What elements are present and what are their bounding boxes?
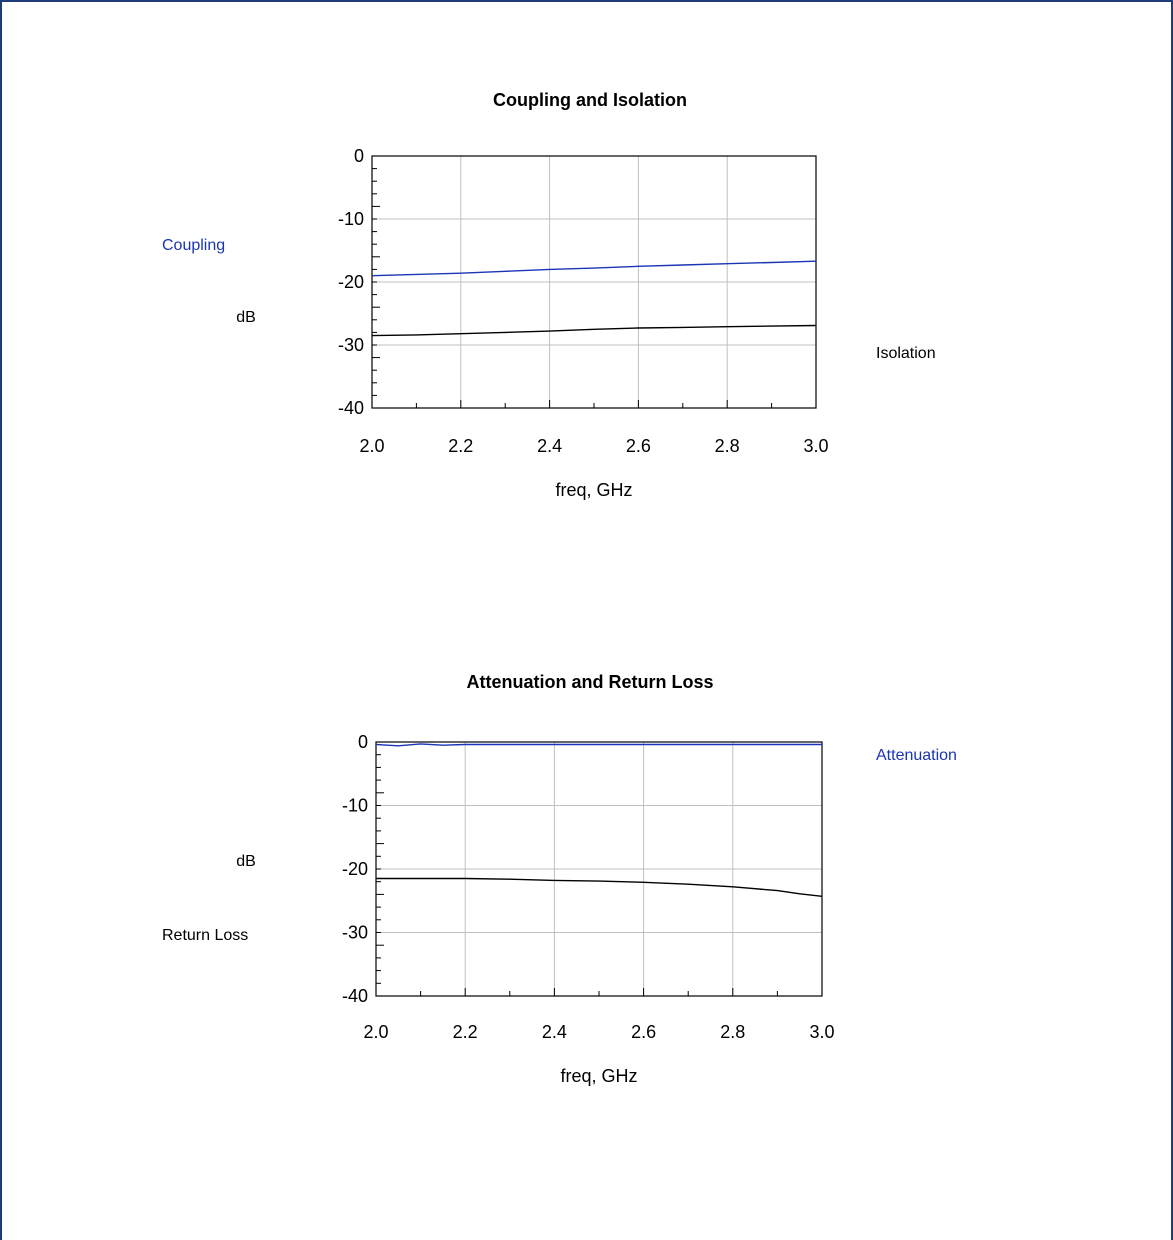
x-tick-label: 2.8 <box>715 436 740 456</box>
x-tick-label: 2.4 <box>537 436 562 456</box>
x-axis-label: freq, GHz <box>560 1066 637 1086</box>
x-tick-label: 2.0 <box>359 436 384 456</box>
x-tick-label: 3.0 <box>809 1022 834 1042</box>
chart-title: Attenuation and Return Loss <box>467 672 714 692</box>
series-label-1: Return Loss <box>162 927 248 944</box>
y-tick-label: 0 <box>358 732 368 752</box>
x-axis-label: freq, GHz <box>555 480 632 500</box>
y-tick-label: -10 <box>342 796 368 816</box>
y-tick-label: 0 <box>354 146 364 166</box>
series-line-0 <box>371 260 817 277</box>
series-line-0 <box>375 743 822 747</box>
series-label-0: Coupling <box>162 237 225 254</box>
y-tick-label: -40 <box>338 398 364 418</box>
y-tick-label: -20 <box>342 859 368 879</box>
series-line-1 <box>371 324 817 337</box>
series-label-0: Attenuation <box>876 747 957 764</box>
series-label-1: Isolation <box>876 345 936 362</box>
y-tick-label: -30 <box>338 335 364 355</box>
y-tick-label: -20 <box>338 272 364 292</box>
x-tick-label: 2.2 <box>453 1022 478 1042</box>
y-tick-label: -30 <box>342 923 368 943</box>
x-tick-label: 3.0 <box>803 436 828 456</box>
x-tick-label: 2.4 <box>542 1022 567 1042</box>
y-tick-label: -40 <box>342 986 368 1006</box>
y-axis-label: dB <box>236 309 256 326</box>
x-tick-label: 2.8 <box>720 1022 745 1042</box>
attenuation-returnloss-plot: Attenuation and Return Loss 2.0 2.2 2.4 2.6 2… <box>162 672 957 1086</box>
chart-title: Coupling and Isolation <box>493 90 687 110</box>
x-tick-label: 2.6 <box>631 1022 656 1042</box>
x-tick-label: 2.0 <box>363 1022 388 1042</box>
coupling-isolation-plot: Coupling and Isolation 2.0 2.2 2.4 2.6 2.8 3.0… <box>162 90 936 500</box>
x-tick-label: 2.2 <box>448 436 473 456</box>
series-line-1 <box>376 877 823 897</box>
x-tick-label: 2.6 <box>626 436 651 456</box>
y-axis-label: dB <box>236 853 256 870</box>
y-tick-label: -10 <box>338 209 364 229</box>
